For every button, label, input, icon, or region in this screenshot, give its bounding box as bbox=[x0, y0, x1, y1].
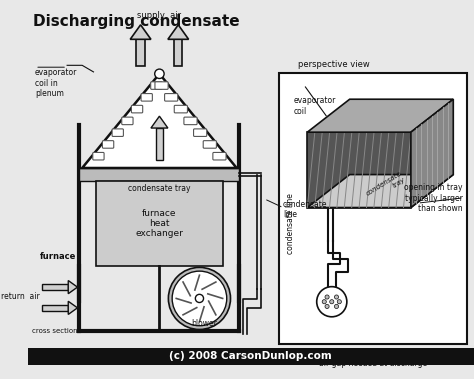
Bar bbox=[42, 305, 68, 311]
FancyBboxPatch shape bbox=[93, 152, 104, 160]
Bar bbox=[137, 39, 145, 66]
Bar bbox=[79, 168, 239, 181]
Polygon shape bbox=[130, 25, 151, 39]
Text: condensate
line: condensate line bbox=[283, 200, 328, 219]
Circle shape bbox=[172, 271, 227, 326]
FancyBboxPatch shape bbox=[193, 129, 207, 136]
Circle shape bbox=[322, 300, 326, 304]
Circle shape bbox=[155, 69, 164, 78]
Bar bbox=[27, 348, 474, 365]
Text: condensate tray: condensate tray bbox=[128, 184, 191, 193]
Bar bbox=[156, 128, 163, 160]
Text: evaporator
coil: evaporator coil bbox=[293, 96, 336, 116]
Polygon shape bbox=[307, 99, 453, 132]
Polygon shape bbox=[82, 74, 237, 168]
Bar bbox=[96, 181, 222, 266]
Text: condensate
tray: condensate tray bbox=[365, 170, 406, 203]
Text: blower: blower bbox=[191, 319, 217, 328]
Circle shape bbox=[325, 295, 329, 299]
FancyBboxPatch shape bbox=[213, 152, 226, 160]
Text: no trap required in some areas
air gap needed at discharge: no trap required in some areas air gap n… bbox=[314, 349, 433, 368]
Bar bbox=[279, 73, 467, 344]
Text: opening in tray
typically larger
than shown: opening in tray typically larger than sh… bbox=[404, 183, 463, 213]
Circle shape bbox=[337, 300, 341, 304]
FancyBboxPatch shape bbox=[203, 141, 217, 148]
FancyBboxPatch shape bbox=[174, 105, 187, 113]
Text: (c) 2008 CarsonDunlop.com: (c) 2008 CarsonDunlop.com bbox=[169, 351, 332, 361]
Circle shape bbox=[335, 295, 338, 299]
FancyBboxPatch shape bbox=[141, 94, 152, 101]
FancyBboxPatch shape bbox=[164, 94, 178, 101]
Circle shape bbox=[335, 304, 338, 309]
Bar bbox=[42, 284, 68, 290]
Text: furnace
heat
exchanger: furnace heat exchanger bbox=[136, 209, 183, 238]
FancyBboxPatch shape bbox=[102, 141, 114, 148]
FancyBboxPatch shape bbox=[155, 82, 168, 89]
Polygon shape bbox=[307, 132, 411, 208]
Bar bbox=[174, 39, 182, 66]
Polygon shape bbox=[411, 99, 453, 208]
Text: perspective view: perspective view bbox=[298, 60, 370, 69]
Text: supply  air: supply air bbox=[137, 11, 182, 20]
Polygon shape bbox=[151, 116, 168, 128]
FancyBboxPatch shape bbox=[151, 82, 162, 89]
Text: cross section: cross section bbox=[32, 328, 78, 334]
FancyBboxPatch shape bbox=[131, 105, 143, 113]
Polygon shape bbox=[68, 301, 77, 315]
Text: Discharging condensate: Discharging condensate bbox=[33, 14, 240, 28]
FancyBboxPatch shape bbox=[184, 117, 197, 125]
Circle shape bbox=[317, 287, 347, 317]
Circle shape bbox=[330, 300, 334, 304]
Polygon shape bbox=[307, 175, 453, 208]
FancyBboxPatch shape bbox=[112, 129, 123, 136]
Circle shape bbox=[168, 267, 230, 329]
Text: furnace: furnace bbox=[40, 252, 76, 261]
Polygon shape bbox=[168, 25, 189, 39]
Text: return  air: return air bbox=[1, 292, 40, 301]
Text: evaporator
coil in
plenum: evaporator coil in plenum bbox=[35, 68, 77, 98]
Polygon shape bbox=[68, 280, 77, 294]
Circle shape bbox=[195, 294, 203, 302]
Circle shape bbox=[325, 304, 329, 309]
Text: condensate line: condensate line bbox=[286, 194, 295, 254]
FancyBboxPatch shape bbox=[122, 117, 133, 125]
